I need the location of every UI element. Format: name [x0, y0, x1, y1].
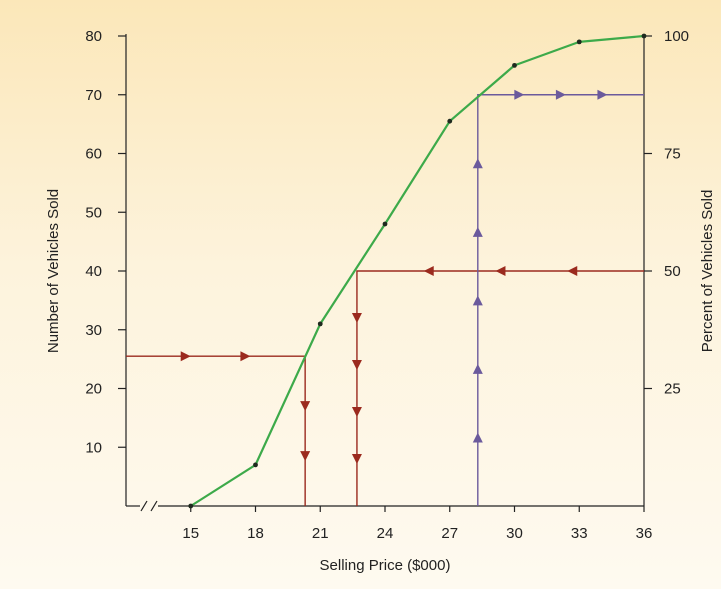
y2-tick-label: 50 [664, 263, 681, 280]
y2-tick-label: 25 [664, 381, 681, 398]
x-tick-label: 27 [441, 525, 458, 542]
direction-arrow [351, 313, 362, 323]
y2-axis-title: Percent of Vehicles Sold [699, 190, 716, 353]
data-point [447, 118, 453, 124]
direction-arrow [351, 454, 362, 464]
series-layer [188, 33, 647, 509]
direction-arrow [514, 89, 525, 100]
direction-arrow [472, 158, 483, 169]
data-point [317, 321, 323, 327]
x-tick-label: 15 [182, 525, 199, 542]
x-tick-label: 33 [571, 525, 588, 542]
direction-arrow [423, 266, 434, 276]
direction-arrow [240, 351, 251, 362]
data-point [641, 33, 647, 39]
reference-line [356, 270, 644, 506]
direction-arrow [300, 451, 311, 462]
direction-arrow [555, 89, 566, 100]
axis-break-mark [140, 500, 148, 512]
y-tick-label: 60 [85, 146, 102, 163]
direction-arrow [180, 351, 191, 362]
reference-line [126, 355, 306, 506]
y-tick-label: 10 [85, 439, 102, 456]
axes [118, 34, 652, 512]
data-point [576, 39, 582, 45]
reference-line [477, 94, 644, 506]
y-tick-label: 70 [85, 87, 102, 104]
x-axis-title: Selling Price ($000) [320, 557, 451, 574]
data-point [512, 62, 517, 68]
y-tick-label: 50 [85, 204, 102, 221]
series-line [190, 34, 645, 507]
y-tick-label: 80 [85, 28, 102, 45]
x-tick-label: 21 [312, 525, 329, 542]
data-point [188, 503, 194, 509]
y-axis-title: Number of Vehicles Sold [45, 189, 62, 353]
data-point [253, 462, 258, 468]
direction-arrow [351, 407, 362, 417]
x-tick-label: 36 [636, 525, 653, 542]
x-tick-label: 30 [506, 525, 523, 542]
data-point [382, 221, 388, 227]
x-tick-label: 24 [377, 525, 394, 542]
reference-lines [126, 89, 644, 506]
y2-tick-label: 100 [664, 28, 689, 45]
direction-arrow [300, 401, 311, 412]
direction-arrow [472, 363, 483, 374]
direction-arrow [597, 89, 608, 100]
direction-arrow [472, 432, 483, 443]
direction-arrow [567, 266, 578, 276]
y-tick-label: 30 [85, 322, 102, 339]
direction-arrow [472, 295, 483, 306]
axis-break-mark [150, 500, 158, 512]
x-tick-label: 18 [247, 525, 264, 542]
direction-arrow [495, 266, 506, 276]
y-tick-label: 20 [85, 381, 102, 398]
direction-arrow [472, 226, 483, 237]
direction-arrow [351, 360, 362, 370]
y2-tick-label: 75 [664, 146, 681, 163]
labels-layer: 10 20 30 40 50 60 70 80 25 50 75 100 15 18 21 24 27 30 33 3… [85, 28, 689, 542]
y-tick-label: 40 [85, 263, 102, 280]
